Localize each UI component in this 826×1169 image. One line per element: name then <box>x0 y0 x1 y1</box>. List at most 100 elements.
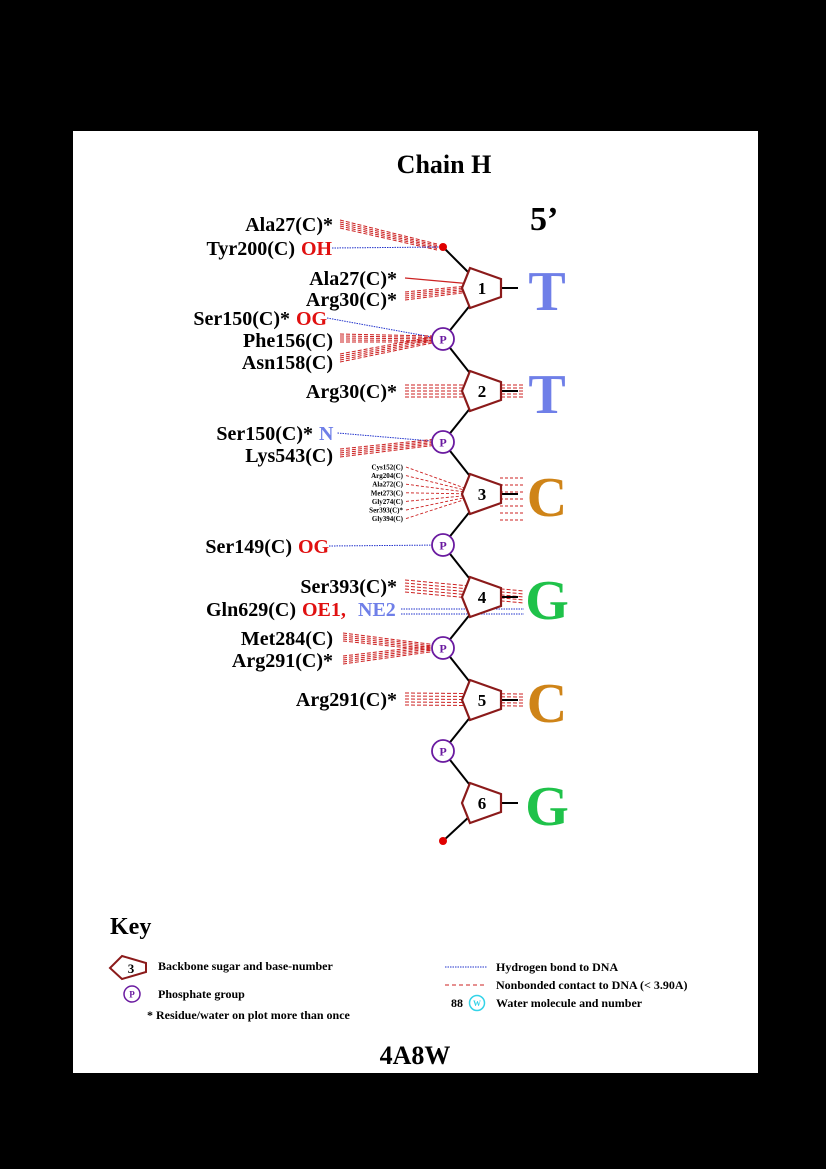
atom-label: OG <box>296 308 328 330</box>
residue-label: Ser149(C) <box>205 536 292 558</box>
residue-label: Asn158(C) <box>242 352 333 374</box>
nonbonded-line <box>339 339 438 341</box>
nonbonded-line <box>404 591 525 604</box>
chain-title: Chain H <box>397 150 492 179</box>
residue-label: Arg30(C)* <box>306 289 397 311</box>
hbond-line <box>326 317 444 340</box>
phosphate-circle <box>431 739 455 763</box>
base-letter: T <box>528 364 565 426</box>
nonbonded-line <box>339 440 438 452</box>
sugar-number: 1 <box>478 279 487 298</box>
nonbonded-line <box>404 692 525 695</box>
five-prime-label: 5’ <box>530 201 558 238</box>
nonbonded-line <box>342 647 438 661</box>
phosphate-circle <box>431 636 455 660</box>
residue-label: Ala27(C)* <box>309 268 397 290</box>
contact-line <box>404 277 473 285</box>
residue-label: Met284(C) <box>241 628 333 650</box>
nonbonded-line <box>405 483 471 494</box>
sugar-number: 6 <box>478 794 487 813</box>
phosphate-letter: P <box>439 436 446 450</box>
nonbonded-line <box>339 225 438 249</box>
nonbonded-line <box>339 219 438 245</box>
base-letter: C <box>527 673 567 735</box>
key-phosphate-letter: P <box>129 990 135 1000</box>
nucleotide-nodes: 1 T 2 T 3 C 4 G 5 C 6 G P P P P P <box>431 243 569 845</box>
hbond-line <box>331 246 444 249</box>
atom-label: NE2 <box>358 599 396 621</box>
residue-labels: Ala27(C)*Tyr200(C) OHAla27(C)*Arg30(C)*Se… <box>193 214 403 711</box>
phosphate-circle <box>431 430 455 454</box>
atom-label: OE1, <box>302 599 346 621</box>
phosphate-circle <box>431 533 455 557</box>
hbond-line <box>328 544 444 547</box>
nonbonded-line <box>339 444 438 458</box>
nonbonded-line <box>405 496 471 511</box>
base-letter: G <box>525 776 569 838</box>
small-residue-label: Arg204(C) <box>371 472 404 480</box>
key-heading: Key <box>110 914 151 940</box>
sugar-pentagon <box>460 266 503 310</box>
residue-label: Arg291(C)* <box>296 689 397 711</box>
nonbonded-line <box>339 335 438 355</box>
residue-label: Arg30(C)* <box>306 381 397 403</box>
phosphate-letter: P <box>439 642 446 656</box>
nonbonded-line <box>342 649 438 663</box>
nonbonded-line <box>339 337 438 340</box>
nonbonded-line <box>339 340 438 361</box>
sugar-number: 5 <box>478 691 487 710</box>
key-star-text: * Residue/water on plot more than once <box>147 1008 351 1022</box>
nonbonded-line <box>342 640 438 652</box>
phosphate-letter: P <box>439 539 446 553</box>
page-background <box>73 131 758 1073</box>
key-water-letter: W <box>473 999 481 1008</box>
residue-label: Ser150(C)* <box>193 308 290 330</box>
nonbonded-line <box>404 585 525 598</box>
nonbonded-line <box>342 638 438 650</box>
key-sugar-number: 3 <box>128 961 135 976</box>
atom-label: N <box>319 423 334 445</box>
nonbonded-line <box>404 704 525 707</box>
key-sugar-pentagon <box>108 954 147 981</box>
key-water-text: Water molecule and number <box>496 996 643 1010</box>
residue-label: Ser393(C)* <box>300 576 397 598</box>
nonbonded-line <box>339 335 438 338</box>
small-residue-label: Gly394(C) <box>372 515 404 523</box>
small-residue-label: Ala272(C) <box>372 481 403 489</box>
atom-label: OH <box>301 238 333 260</box>
phosphate-circle <box>431 327 455 351</box>
nonbonded-line <box>339 441 438 454</box>
small-residue-label: Cys152(C) <box>372 464 404 472</box>
key-phosphate-text: Phosphate group <box>158 987 245 1001</box>
residue-label: Ala27(C)* <box>245 214 333 236</box>
small-residue-label: Gly274(C) <box>372 498 404 506</box>
nonbonded-line <box>342 632 438 646</box>
nonbonded-line <box>404 579 525 592</box>
sugar-pentagon <box>460 678 503 722</box>
residue-label: Gln629(C) <box>206 599 296 621</box>
nonbonded-line <box>339 438 438 450</box>
nonbonded-line <box>339 338 438 359</box>
small-residue-label: Met273(C) <box>371 489 404 497</box>
key-hbond-text: Hydrogen bond to DNA <box>496 960 618 974</box>
residue-label: Ser150(C)* <box>216 423 313 445</box>
contact-lines <box>326 219 525 707</box>
sugar-number: 3 <box>478 485 487 504</box>
nonbonded-line <box>405 497 471 520</box>
nonbonded-line <box>405 466 471 491</box>
nonbonded-line <box>342 634 438 647</box>
nonbonded-line <box>342 636 438 649</box>
nonbonded-line <box>339 443 438 456</box>
sugar-pentagon <box>460 781 503 825</box>
three-prime-end-dot <box>439 837 447 845</box>
phosphate-letter: P <box>439 745 446 759</box>
nonbonded-line <box>404 695 525 698</box>
sugar-pentagon <box>460 575 503 619</box>
pdb-id: 4A8W <box>380 1041 451 1070</box>
nonbonded-line <box>339 227 438 251</box>
nonbonded-line <box>339 223 438 248</box>
key-water-circle <box>468 994 486 1012</box>
sugar-pentagon <box>460 472 503 516</box>
phosphate-letter: P <box>439 333 446 347</box>
